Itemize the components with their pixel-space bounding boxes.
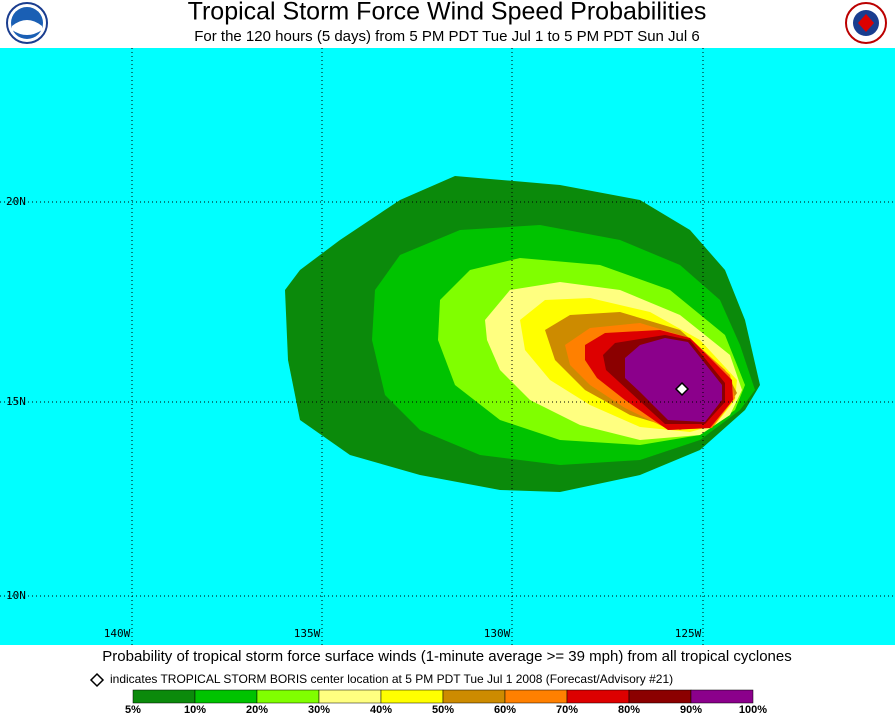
- storm-center-marker: [674, 381, 690, 397]
- legend-swatch: [380, 689, 444, 704]
- subtitle: For the 120 hours (5 days) from 5 PM PDT…: [194, 28, 700, 45]
- longitude-label: 125W: [675, 627, 702, 640]
- legend-swatch: [690, 689, 754, 704]
- latitude-label: 15N: [6, 395, 26, 408]
- nws-logo: [845, 2, 887, 44]
- latitude-label: 20N: [6, 195, 26, 208]
- legend-label: 70%: [556, 704, 578, 716]
- legend-swatch: [504, 689, 568, 704]
- caption: Probability of tropical storm force surf…: [102, 648, 791, 665]
- legend-label: 20%: [246, 704, 268, 716]
- longitude-label: 140W: [104, 627, 131, 640]
- note: indicates TROPICAL STORM BORIS center lo…: [110, 672, 673, 686]
- latitude-label: 10N: [6, 589, 26, 602]
- contour: [625, 338, 722, 422]
- probability-contours: [285, 176, 760, 492]
- legend-swatch: [442, 689, 506, 704]
- legend-label: 5%: [125, 704, 141, 716]
- note-marker: [89, 672, 105, 688]
- legend-swatch: [318, 689, 382, 704]
- graticule: 20N 15N 10N 140W 135W 130W 125W: [0, 48, 895, 645]
- noaa-logo: [6, 2, 48, 44]
- legend-swatch: [256, 689, 320, 704]
- legend-label: 40%: [370, 704, 392, 716]
- legend-swatch: [194, 689, 258, 704]
- legend-label: 30%: [308, 704, 330, 716]
- legend-label: 50%: [432, 704, 454, 716]
- title: Tropical Storm Force Wind Speed Probabil…: [188, 0, 707, 26]
- legend-label: 90%: [680, 704, 702, 716]
- legend-label: 10%: [184, 704, 206, 716]
- legend-label: 100%: [739, 704, 767, 716]
- legend-swatch: [566, 689, 630, 704]
- legend-swatch: [628, 689, 692, 704]
- legend-swatch: [132, 689, 196, 704]
- legend: 5% 10% 20% 30% 40% 50% 60% 70% 80% 90% 100%: [125, 689, 767, 716]
- legend-label: 80%: [618, 704, 640, 716]
- legend-label: 60%: [494, 704, 516, 716]
- longitude-label: 130W: [484, 627, 511, 640]
- longitude-label: 135W: [294, 627, 321, 640]
